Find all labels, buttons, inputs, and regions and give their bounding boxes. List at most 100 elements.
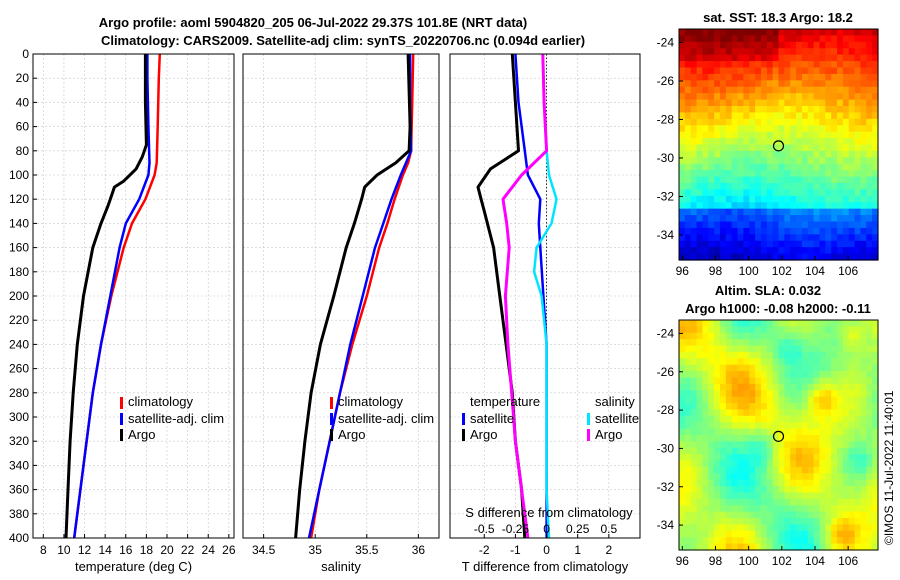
map-cell bbox=[755, 215, 762, 223]
map-cell bbox=[831, 505, 838, 513]
salinity-legend: climatology satellite-adj. clim Argo bbox=[330, 394, 434, 442]
map-cell bbox=[790, 215, 797, 223]
map-cell bbox=[784, 163, 791, 171]
map-cell bbox=[684, 345, 692, 353]
map-cell bbox=[731, 73, 739, 81]
map-cell bbox=[825, 403, 832, 411]
map-cell bbox=[784, 345, 791, 353]
map-cell bbox=[766, 441, 774, 449]
x-axis-label: T difference from climatology bbox=[462, 559, 629, 574]
map-cell bbox=[801, 29, 809, 37]
map-cell bbox=[860, 454, 867, 462]
map-cell bbox=[842, 253, 850, 261]
map-cell bbox=[860, 396, 867, 404]
map-cell bbox=[790, 371, 797, 379]
map-cell bbox=[860, 447, 867, 455]
map-cell bbox=[719, 221, 727, 229]
x-axis-label: temperature (deg C) bbox=[75, 559, 192, 574]
map-cell bbox=[819, 29, 826, 37]
map-cell bbox=[737, 403, 744, 411]
map-cell bbox=[684, 93, 692, 101]
map-cell bbox=[743, 466, 750, 474]
map-cell bbox=[714, 163, 721, 171]
map-cell bbox=[684, 339, 692, 347]
y-tick-label: 360 bbox=[9, 483, 29, 497]
map-cell bbox=[737, 537, 744, 545]
map-cell bbox=[848, 543, 856, 551]
map-cell bbox=[760, 537, 768, 545]
map-cell bbox=[872, 67, 879, 75]
map-cell bbox=[807, 498, 815, 506]
map-cell bbox=[690, 524, 698, 532]
map-cell bbox=[866, 415, 873, 423]
map-cell bbox=[725, 358, 733, 366]
map-cell bbox=[813, 247, 821, 255]
map-cell bbox=[725, 428, 733, 436]
x-tick-label: 26 bbox=[222, 543, 236, 557]
map-cell bbox=[848, 157, 856, 165]
map-cell bbox=[684, 351, 692, 359]
map-cell bbox=[766, 505, 774, 513]
map-cell bbox=[860, 543, 867, 551]
map-cell bbox=[749, 377, 756, 385]
map-cell bbox=[684, 466, 692, 474]
map-cell bbox=[801, 435, 809, 442]
map-cell bbox=[714, 138, 721, 146]
map-cell bbox=[708, 41, 715, 49]
map-cell bbox=[784, 93, 791, 101]
map-cell bbox=[679, 383, 686, 391]
map-cell bbox=[737, 511, 744, 519]
map-cell bbox=[866, 86, 873, 94]
map-cell bbox=[813, 80, 821, 88]
map-cell bbox=[708, 486, 715, 494]
map-cell bbox=[848, 364, 856, 372]
map-cell bbox=[778, 492, 785, 500]
map-cell bbox=[714, 202, 721, 210]
map-cell bbox=[714, 524, 721, 532]
map-cell bbox=[842, 227, 850, 235]
map-cell bbox=[807, 524, 815, 532]
map-cell bbox=[807, 54, 815, 62]
map-cell bbox=[679, 492, 686, 500]
map-cell bbox=[679, 390, 686, 398]
map-cell bbox=[708, 118, 715, 126]
map-cell bbox=[872, 125, 879, 133]
map-cell bbox=[719, 131, 727, 139]
map-cell bbox=[813, 215, 821, 223]
map-cell bbox=[837, 118, 844, 126]
map-cell bbox=[755, 351, 762, 359]
map-cell bbox=[842, 396, 850, 404]
map-cell bbox=[737, 80, 744, 88]
map-cell bbox=[702, 339, 709, 347]
map-cell bbox=[796, 479, 803, 487]
map-cell bbox=[796, 460, 803, 468]
map-cell bbox=[702, 505, 709, 513]
sla-map-title-2: Argo h1000: -0.08 h2000: -0.11 bbox=[685, 301, 871, 316]
map-cell bbox=[801, 41, 809, 49]
map-cell bbox=[778, 364, 785, 372]
map-cell bbox=[731, 54, 739, 62]
map-cell bbox=[690, 54, 698, 62]
map-cell bbox=[749, 435, 756, 442]
map-cell bbox=[702, 163, 709, 171]
map-cell bbox=[796, 511, 803, 519]
map-cell bbox=[813, 138, 821, 146]
map-cell bbox=[696, 371, 704, 379]
map-cell bbox=[690, 345, 698, 353]
map-cell bbox=[725, 118, 733, 126]
map-cell bbox=[690, 61, 698, 69]
map-cell bbox=[842, 150, 850, 158]
map-cell bbox=[860, 479, 867, 487]
map-cell bbox=[743, 383, 750, 391]
map-cell bbox=[708, 466, 715, 474]
map-cell bbox=[825, 524, 832, 532]
map-cell bbox=[784, 409, 791, 417]
map-cell bbox=[796, 35, 803, 43]
map-cell bbox=[755, 409, 762, 417]
map-cell bbox=[702, 345, 709, 353]
map-cell bbox=[784, 447, 791, 455]
map-cell bbox=[848, 441, 856, 449]
map-cell bbox=[731, 215, 739, 223]
map-cell bbox=[790, 473, 797, 481]
map-cell bbox=[860, 240, 867, 248]
